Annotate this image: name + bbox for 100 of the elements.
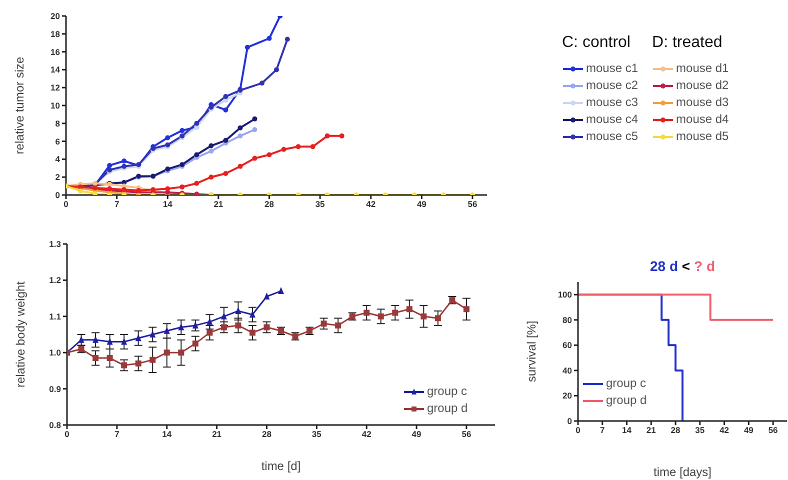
x-tick-label: 0 (64, 199, 69, 210)
y-tick-label: 20 (562, 390, 572, 401)
point (121, 338, 128, 345)
x-tick-label: 28 (670, 425, 681, 436)
y-tick-label: 1.0 (49, 348, 62, 358)
legend-label: mouse c3 (585, 94, 638, 111)
point (238, 125, 243, 130)
legend-label: mouse d1 (675, 60, 729, 77)
point (266, 152, 272, 158)
point (335, 322, 342, 328)
point (324, 133, 330, 138)
point (192, 340, 198, 347)
point (252, 156, 258, 161)
point (150, 356, 156, 363)
legend-label: group d (426, 400, 468, 417)
x-axis-title: time [d] (261, 459, 301, 473)
point (220, 312, 227, 320)
legend-label: mouse d3 (675, 94, 729, 111)
point (194, 152, 200, 158)
legend-label: group d (605, 392, 647, 409)
y-tick-label: 0 (567, 416, 572, 426)
legend-label: group c (426, 383, 468, 400)
point (264, 292, 270, 300)
legend-label: mouse c2 (585, 77, 638, 94)
x-tick-label: 7 (600, 425, 606, 436)
point (206, 330, 213, 336)
point (180, 184, 185, 190)
point (206, 318, 213, 325)
point (420, 313, 427, 320)
point (378, 313, 384, 320)
legend-label: mouse c4 (585, 111, 638, 128)
point (252, 116, 258, 122)
x-tick-label: 14 (162, 429, 172, 440)
point (278, 287, 284, 294)
y-tick-label: 14 (50, 64, 60, 75)
x-tick-label: 42 (720, 425, 730, 436)
point (463, 306, 470, 312)
x-tick-label: 42 (362, 429, 372, 440)
x-axis-title: time [days] (653, 465, 712, 479)
legend-label: mouse d5 (675, 128, 729, 145)
point (220, 324, 227, 330)
point (274, 67, 279, 72)
y-axis-title: relative body weight (13, 280, 28, 388)
x-tick-label: 7 (114, 429, 120, 440)
x-tick-label: 56 (468, 199, 478, 210)
y-tick-label: 16 (50, 46, 60, 57)
y-tick-label: 1.2 (49, 275, 62, 286)
point (92, 191, 98, 195)
y-tick-label: 10 (50, 100, 60, 111)
y-tick-label: 4 (55, 154, 60, 164)
x-tick-label: 35 (312, 429, 322, 440)
x-tick-label: 49 (416, 199, 427, 210)
point (208, 143, 214, 148)
x-tick-label: 0 (576, 425, 581, 436)
point (266, 36, 272, 41)
point (92, 355, 99, 362)
point (223, 171, 228, 176)
point (178, 323, 184, 330)
point (310, 144, 316, 150)
point (223, 107, 228, 112)
point (238, 133, 243, 138)
point (208, 148, 214, 154)
y-tick-label: 20 (50, 11, 60, 22)
legend-label: group c (605, 375, 647, 392)
point (194, 120, 200, 126)
y-tick-label: 100 (558, 290, 572, 300)
x-tick-label: 0 (64, 429, 70, 440)
y-tick-label: 2 (55, 172, 60, 182)
x-tick-label: 35 (315, 199, 326, 210)
point (121, 362, 128, 368)
y-axis-title: relative tumor size (12, 56, 26, 154)
point (194, 180, 200, 186)
x-tick-label: 28 (262, 429, 272, 440)
point (192, 321, 198, 328)
y-tick-label: 80 (562, 314, 572, 325)
point (392, 310, 398, 316)
point (249, 330, 256, 336)
point (165, 186, 170, 192)
x-tick-label: 49 (744, 425, 754, 436)
y-tick-label: 6 (55, 136, 60, 146)
y-tick-label: 0 (55, 190, 60, 200)
point (434, 315, 441, 322)
legend-label: mouse d4 (675, 111, 729, 128)
point (164, 326, 170, 334)
x-tick-label: 49 (412, 429, 422, 440)
y-tick-label: 60 (562, 340, 572, 350)
y-axis-title: survival [%] (524, 320, 538, 382)
point (92, 336, 99, 343)
x-tick-label: 14 (622, 425, 632, 436)
point (223, 138, 228, 143)
point (406, 306, 412, 312)
point (107, 162, 112, 168)
x-tick-label: 7 (114, 199, 120, 210)
point (252, 127, 258, 132)
point (235, 306, 242, 314)
chart-title: 28 d < ? d (650, 258, 715, 274)
point (264, 324, 270, 330)
y-tick-label: 0.9 (49, 384, 62, 394)
point (244, 44, 250, 50)
point (364, 310, 370, 316)
